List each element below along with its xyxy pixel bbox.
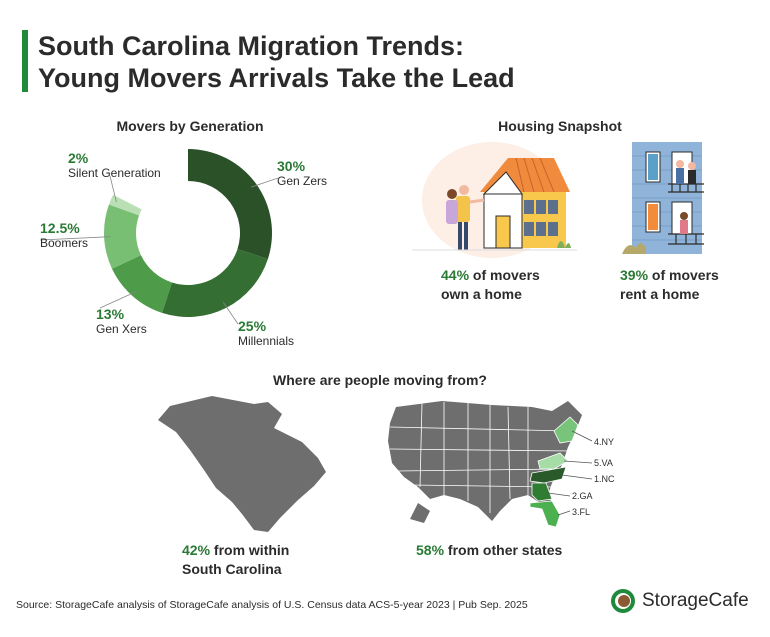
stat-rent-home: 39% of movers rent a home — [620, 266, 719, 304]
gen-name-silent: Silent Generation — [68, 166, 161, 180]
stat-other-states: 58% from other states — [416, 541, 562, 560]
apartment-illustration — [622, 142, 704, 254]
gen-name-genz: Gen Zers — [277, 174, 328, 188]
donut-slice-boomers — [104, 204, 141, 269]
gen-pct-silent: 2% — [68, 150, 89, 166]
within-pct: 42% — [182, 542, 211, 558]
gen-label-boomers: 12.5% Boomers — [40, 220, 88, 250]
rent-text: of movers — [651, 267, 719, 283]
gen-name-boomers: Boomers — [40, 236, 89, 250]
donut-slice-genx — [111, 255, 172, 313]
us-map: 4.NY 5.VA 1.NC 2.GA 3.FL — [388, 401, 615, 528]
brand-logo: StorageCafe — [610, 588, 749, 614]
generation-donut-chart — [39, 149, 279, 325]
source-note: Source: StorageCafe analysis of StorageC… — [16, 599, 528, 611]
rent-pct: 39% — [620, 267, 649, 283]
housing-title: Housing Snapshot — [498, 118, 622, 134]
donut-slice-genz — [188, 149, 272, 259]
title-line-2: Young Movers Arrivals Take the Lead — [38, 63, 515, 93]
other-text: from other states — [447, 542, 563, 558]
rent-text2: rent a home — [620, 286, 700, 302]
donut-leader-boomers — [39, 236, 111, 241]
gen-label-silent: 2% Silent Generation — [68, 150, 161, 180]
gen-name-millennials: Millennials — [238, 334, 295, 348]
donut-leader-genz — [250, 177, 279, 188]
state-label-ny: 4.NY — [594, 437, 614, 447]
within-text2: South Carolina — [182, 561, 282, 577]
gen-pct-genz: 30% — [277, 158, 306, 174]
donut-slice-silent — [108, 194, 142, 216]
state-label-nc: 1.NC — [594, 474, 615, 484]
donut-leader-millennials — [223, 302, 239, 325]
page-title: South Carolina Migration Trends: Young M… — [38, 30, 658, 94]
state-label-fl: 3.FL — [572, 507, 590, 517]
generation-chart-title: Movers by Generation — [116, 118, 264, 134]
gen-pct-millennials: 25% — [238, 318, 267, 334]
gen-pct-boomers: 12.5% — [40, 220, 80, 236]
moving-from-title: Where are people moving from? — [273, 372, 487, 388]
own-text: of movers — [472, 267, 540, 283]
brand-name: StorageCafe — [642, 590, 749, 611]
title-line-1: South Carolina Migration Trends: — [38, 31, 465, 61]
gen-label-genx: 13% Gen Xers — [96, 306, 147, 336]
other-pct: 58% — [416, 542, 445, 558]
within-text: from within — [213, 542, 290, 558]
state-label-ga: 2.GA — [572, 491, 593, 501]
title-accent-bar — [22, 30, 28, 92]
gen-label-millennials: 25% Millennials — [238, 318, 294, 348]
donut-slice-millennials — [162, 249, 268, 317]
own-pct: 44% — [441, 267, 470, 283]
gen-name-genx: Gen Xers — [96, 322, 147, 336]
donut-leader-genx — [99, 291, 137, 309]
state-label-va: 5.VA — [594, 458, 613, 468]
gen-label-genz: 30% Gen Zers — [277, 158, 327, 188]
donut-leader-silent — [109, 175, 117, 203]
house-illustration — [412, 142, 577, 258]
south-carolina-map — [158, 396, 326, 532]
gen-pct-genx: 13% — [96, 306, 125, 322]
storagecafe-logo-icon — [611, 589, 635, 613]
stat-own-home: 44% of movers own a home — [441, 266, 540, 304]
stat-within: 42% from within South Carolina — [182, 541, 289, 579]
own-text2: own a home — [441, 286, 522, 302]
